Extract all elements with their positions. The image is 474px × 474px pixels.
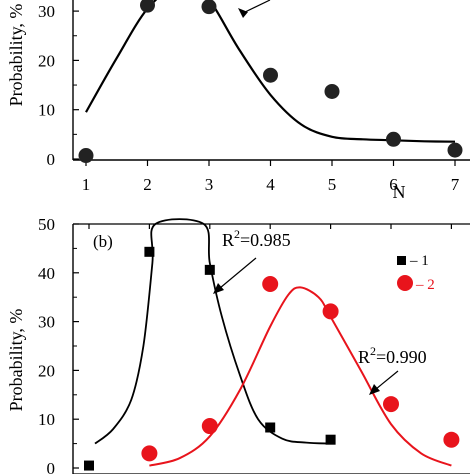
panel-b-y-tick-label: 50 xyxy=(38,215,55,234)
annotation-r2-series-2-arrow xyxy=(375,370,399,390)
series-2-data-point xyxy=(201,418,218,435)
panel-b-x-ticks xyxy=(88,224,452,229)
panel-b-axes xyxy=(72,223,470,474)
panel-a-y-tick-label: 30 xyxy=(38,2,55,21)
panel-a-x-axis-label: N xyxy=(393,182,406,202)
panel-a-data-point xyxy=(140,0,155,13)
series-1-points xyxy=(84,246,336,471)
series-2-data-point xyxy=(262,276,279,293)
panel-a-x-tick-label: 3 xyxy=(205,175,214,194)
legend-item-2: – 2 xyxy=(397,275,435,293)
panel-b-y-tick-label: 20 xyxy=(38,361,55,380)
legend: – 1 – 2 xyxy=(397,253,435,293)
legend-label-1: – 1 xyxy=(409,253,429,269)
annotation-r2-series-1: R2=0.985 xyxy=(213,227,291,294)
panel-a-x-tick-label: 6 xyxy=(389,175,398,194)
series-2-fit-curve xyxy=(149,286,452,467)
panel-a-y-tick-label: 20 xyxy=(38,51,55,70)
legend-marker-square xyxy=(397,256,406,265)
annotation-r2-series-2-text: R2=0.990 xyxy=(358,344,427,367)
panel-b-y-axis-label: Probability, % xyxy=(6,309,26,412)
series-2-data-point xyxy=(141,445,158,462)
panel-a-data-point xyxy=(78,148,94,164)
panel-a-data-point xyxy=(263,67,278,83)
panel-a-y-tick-label: 0 xyxy=(47,150,56,169)
panel-b-panel-label: (b) xyxy=(93,232,113,251)
series-1-data-point xyxy=(265,422,276,433)
panel-a-y-ticks: 0 10 20 30 xyxy=(38,2,79,169)
annotation-r2-series-1-arrowhead xyxy=(213,283,224,294)
annotation-r2-series-1-arrow xyxy=(219,257,257,289)
panel-b-y-tick-label: 0 xyxy=(47,459,56,474)
series-1-fit-curve xyxy=(94,218,331,445)
series-2-data-point xyxy=(383,396,399,413)
annotation-r2-series-1-text: R2=0.985 xyxy=(222,227,291,250)
panel-a-data-point xyxy=(201,0,217,15)
series-1-data-point xyxy=(325,434,336,445)
legend-marker-circle xyxy=(397,275,413,291)
panel-a-x-tick-label: 4 xyxy=(266,175,275,194)
series-2-points xyxy=(141,276,460,462)
panel-a-points xyxy=(78,0,463,164)
legend-item-1: – 1 xyxy=(397,253,429,269)
series-1-data-point xyxy=(84,460,94,471)
annotation-r2-series-2-arrowhead xyxy=(369,384,380,395)
panel-a-x-tick-label: 7 xyxy=(451,175,460,194)
series-2-data-point xyxy=(322,303,339,320)
panel-a-data-point xyxy=(324,83,340,99)
series-1-data-point xyxy=(204,264,215,275)
panel-a: 1 2 3 4 5 6 7 0 10 20 30 N Probability, % xyxy=(6,0,470,202)
panel-a-data-point xyxy=(447,142,463,158)
panel-a-y-tick-label: 10 xyxy=(38,101,55,120)
panel-b-y-ticks: 0 10 20 30 40 50 xyxy=(38,215,79,474)
panel-a-x-tick-label: 2 xyxy=(143,175,152,194)
panel-a-data-point xyxy=(386,131,401,147)
series-1-data-point xyxy=(144,246,155,257)
panel-a-x-tick-label: 1 xyxy=(82,175,91,194)
series-2-data-point xyxy=(443,431,460,448)
legend-label-2: – 2 xyxy=(415,277,435,293)
panel-a-y-axis-label: Probability, % xyxy=(6,4,26,107)
panel-b-y-tick-label: 40 xyxy=(38,264,55,283)
panel-a-axes xyxy=(72,0,470,161)
panel-b-y-tick-label: 10 xyxy=(38,410,55,429)
panel-a-x-tick-label: 5 xyxy=(328,175,337,194)
panel-a-annotation-arrow xyxy=(242,0,271,14)
panel-b-y-tick-label: 30 xyxy=(38,313,55,332)
annotation-r2-series-2: R2=0.990 xyxy=(358,344,427,395)
panel-a-x-ticks: 1 2 3 4 5 6 7 xyxy=(82,160,460,194)
